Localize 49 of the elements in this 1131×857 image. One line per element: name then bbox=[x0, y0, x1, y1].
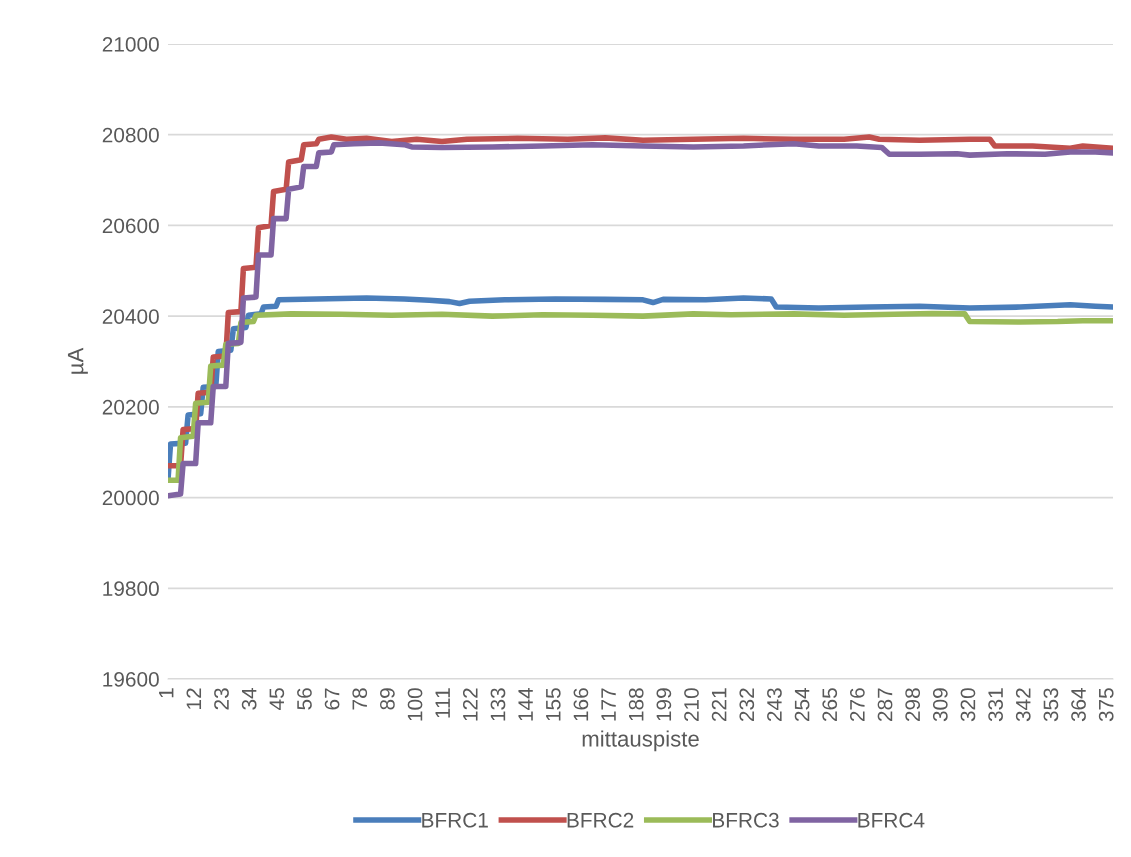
x-tick-label: 78 bbox=[352, 688, 368, 710]
x-tick-label: 331 bbox=[988, 688, 1003, 722]
x-tick-label: 265 bbox=[822, 688, 838, 722]
legend-label: BFRC1 bbox=[422, 812, 488, 828]
x-tick-label: 122 bbox=[462, 688, 478, 721]
x-tick-label: 133 bbox=[490, 688, 506, 721]
y-tick-label: 20800 bbox=[102, 127, 159, 143]
x-tick-label: 243 bbox=[767, 688, 782, 722]
x-tick-label: 23 bbox=[214, 688, 229, 710]
x-tick-label: 34 bbox=[241, 687, 257, 710]
legend-label: BFRC4 bbox=[858, 812, 925, 828]
x-tick-label: 45 bbox=[269, 688, 285, 711]
x-tick-label: 364 bbox=[1071, 687, 1086, 722]
y-tick-label: 20400 bbox=[102, 309, 159, 324]
x-tick-label: 309 bbox=[932, 688, 948, 722]
y-tick-label: 19600 bbox=[103, 672, 159, 687]
x-tick-label: 276 bbox=[850, 688, 865, 722]
x-tick-label: 232 bbox=[739, 688, 755, 722]
x-tick-label: 320 bbox=[960, 688, 976, 722]
x-tick-label: 188 bbox=[628, 688, 644, 721]
y-tick-label: 20600 bbox=[102, 218, 159, 234]
x-tick-label: 111 bbox=[435, 688, 450, 718]
x-tick-label: 287 bbox=[877, 688, 893, 722]
x-tick-label: 199 bbox=[656, 688, 672, 721]
x-tick-label: 12 bbox=[186, 688, 202, 709]
x-tick-label: 144 bbox=[518, 687, 533, 721]
y-axis-title: µA bbox=[67, 347, 88, 374]
y-tick-label: 19800 bbox=[103, 581, 159, 597]
x-tick-label: 298 bbox=[905, 688, 921, 722]
x-tick-label: 100 bbox=[407, 688, 423, 721]
legend-label: BFRC3 bbox=[713, 812, 779, 828]
x-tick-label: 375 bbox=[1098, 688, 1114, 722]
x-tick-label: 67 bbox=[324, 688, 340, 710]
x-axis-title: mittauspiste bbox=[582, 730, 699, 752]
x-tick-label: 89 bbox=[380, 688, 395, 710]
x-tick-label: 155 bbox=[546, 688, 561, 721]
y-tick-label: 20000 bbox=[102, 490, 159, 506]
x-tick-label: 353 bbox=[1043, 688, 1059, 722]
x-tick-label: 56 bbox=[297, 688, 312, 710]
x-tick-label: 1 bbox=[159, 688, 174, 698]
legend-label: BFRC2 bbox=[567, 812, 634, 828]
x-tick-label: 221 bbox=[711, 688, 727, 722]
y-tick-label: 20200 bbox=[102, 399, 159, 415]
x-tick-label: 254 bbox=[794, 687, 810, 722]
x-tick-label: 177 bbox=[601, 688, 616, 721]
x-tick-label: 210 bbox=[684, 688, 699, 722]
x-tick-label: 166 bbox=[573, 688, 589, 721]
y-tick-label: 21000 bbox=[102, 37, 159, 52]
x-tick-label: 342 bbox=[1015, 688, 1031, 722]
